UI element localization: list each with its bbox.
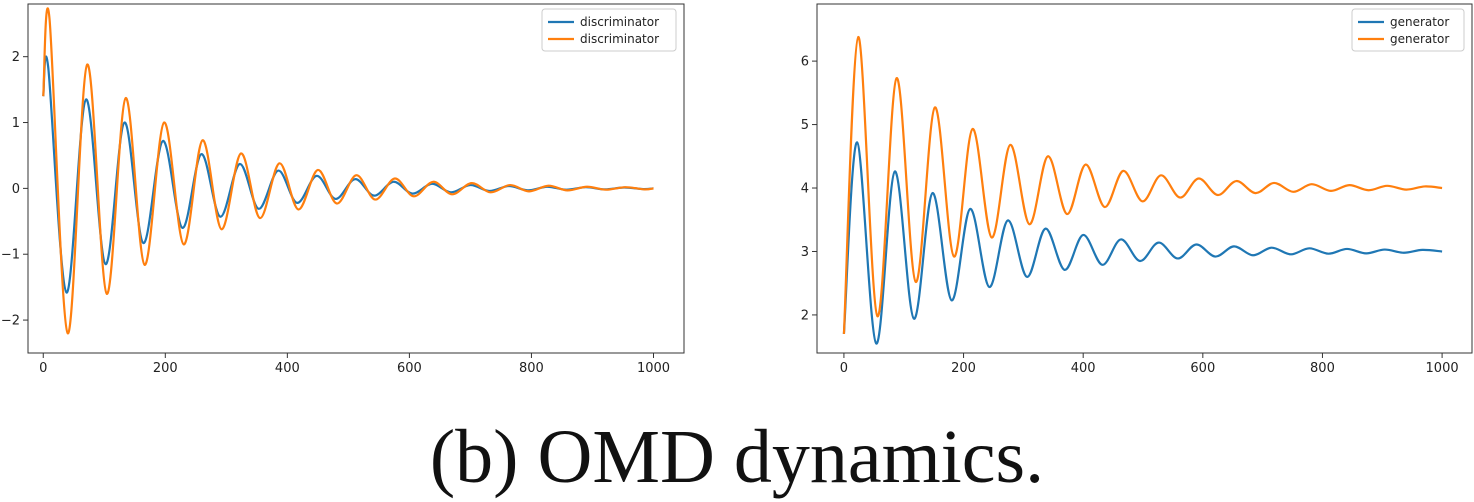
legend: generator generator [1351, 8, 1465, 52]
axes-frame [27, 3, 685, 354]
series-line-1 [842, 141, 1443, 345]
x-tick-label: 600 [397, 361, 422, 376]
legend-box [1351, 8, 1465, 52]
x-tick-label: 200 [153, 361, 178, 376]
legend-entry-2: discriminator [580, 32, 659, 46]
x-tick-label: 600 [1190, 361, 1215, 376]
series-line-2 [42, 7, 654, 335]
x-tick-label: 400 [275, 361, 300, 376]
legend-entry-1: discriminator [580, 15, 659, 29]
x-tick-label: 800 [1310, 361, 1335, 376]
y-tick-label: 1 [12, 116, 20, 131]
series-line-2 [842, 35, 1443, 335]
legend-entry-2: generator [1390, 32, 1449, 46]
x-tick-label: 800 [519, 361, 544, 376]
y-tick-label: −2 [1, 314, 20, 329]
y-tick-label: 6 [801, 55, 809, 70]
chart-panel-2: 0 200 400 600 800 1000 2 3 4 5 6 generator generator [801, 3, 1473, 376]
y-tick-label: 2 [801, 308, 809, 323]
y-tick-label: 2 [12, 50, 20, 65]
figure-caption: (b) OMD dynamics. [429, 415, 1045, 499]
y-tick-label: −1 [1, 248, 20, 263]
x-tick-label: 1000 [1426, 361, 1459, 376]
legend: discriminator discriminator [541, 8, 677, 52]
legend-box [541, 8, 677, 52]
y-tick-label: 4 [801, 182, 809, 197]
legend-entry-1: generator [1390, 15, 1449, 29]
axes-frame [816, 3, 1473, 354]
y-tick-label: 3 [801, 245, 809, 260]
chart-panel-1: 0 200 400 600 800 1000−2−1012discriminatordis… [1, 3, 685, 376]
x-tick-label: 400 [1071, 361, 1096, 376]
x-tick-label: 200 [951, 361, 976, 376]
x-tick-label: 0 [39, 361, 47, 376]
y-tick-label: 0 [12, 182, 20, 197]
x-tick-label: 0 [840, 361, 848, 376]
charts-canvas: 0 200 400 600 800 1000−2−1012discriminatordis… [1, 3, 1473, 376]
y-tick-label: 5 [801, 118, 809, 133]
x-tick-label: 1000 [637, 361, 670, 376]
